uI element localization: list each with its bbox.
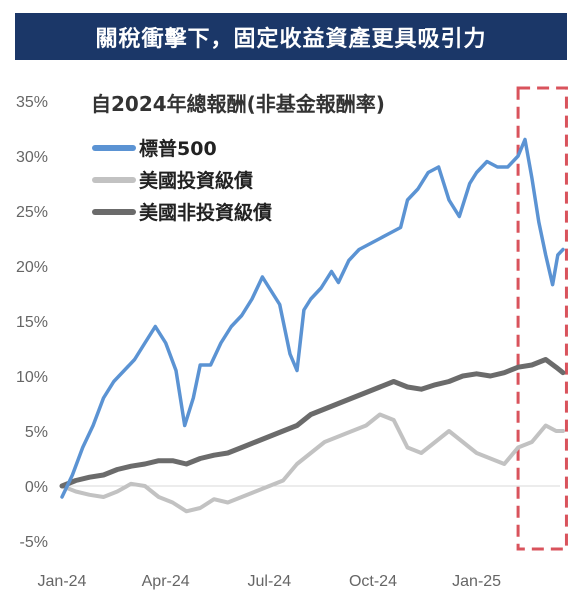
y-tick-label: 0% [25,479,48,496]
line-chart: 35% 30% 25% 20% 15% 10% 5% 0% -5% Jan-24 Apr-24 Ju… [0,70,582,599]
x-tick-label: Jan-25 [452,573,501,590]
x-tick-label: Jul-24 [248,573,292,590]
chart-subtitle: 自2024年總報酬(非基金報酬率) [91,92,385,116]
x-tick-label: Jan-24 [38,573,87,590]
chart-title: 關稅衝擊下，固定收益資產更具吸引力 [95,26,487,52]
y-tick-label: 30% [16,149,48,166]
legend-label: 美國非投資級債 [139,201,272,224]
legend-label: 美國投資級債 [139,169,253,192]
y-tick-label: 20% [16,259,48,276]
series-line-3 [59,357,566,489]
y-tick-label: 35% [16,94,48,111]
y-tick-label: 5% [25,424,48,441]
highlight-box [516,86,568,551]
y-tick-label: 25% [16,204,48,221]
series-line-1 [60,137,565,499]
y-tick-label: 10% [16,369,48,386]
series-line-2 [60,412,565,514]
chart-title-banner: 關稅衝擊下，固定收益資產更具吸引力 [15,13,567,60]
y-tick-label: -5% [20,534,48,551]
y-tick-label: 15% [16,314,48,331]
x-tick-label: Apr-24 [142,573,190,590]
plot-background [0,70,582,599]
x-tick-label: Oct-24 [349,573,397,590]
legend-label: 標普500 [139,137,217,160]
